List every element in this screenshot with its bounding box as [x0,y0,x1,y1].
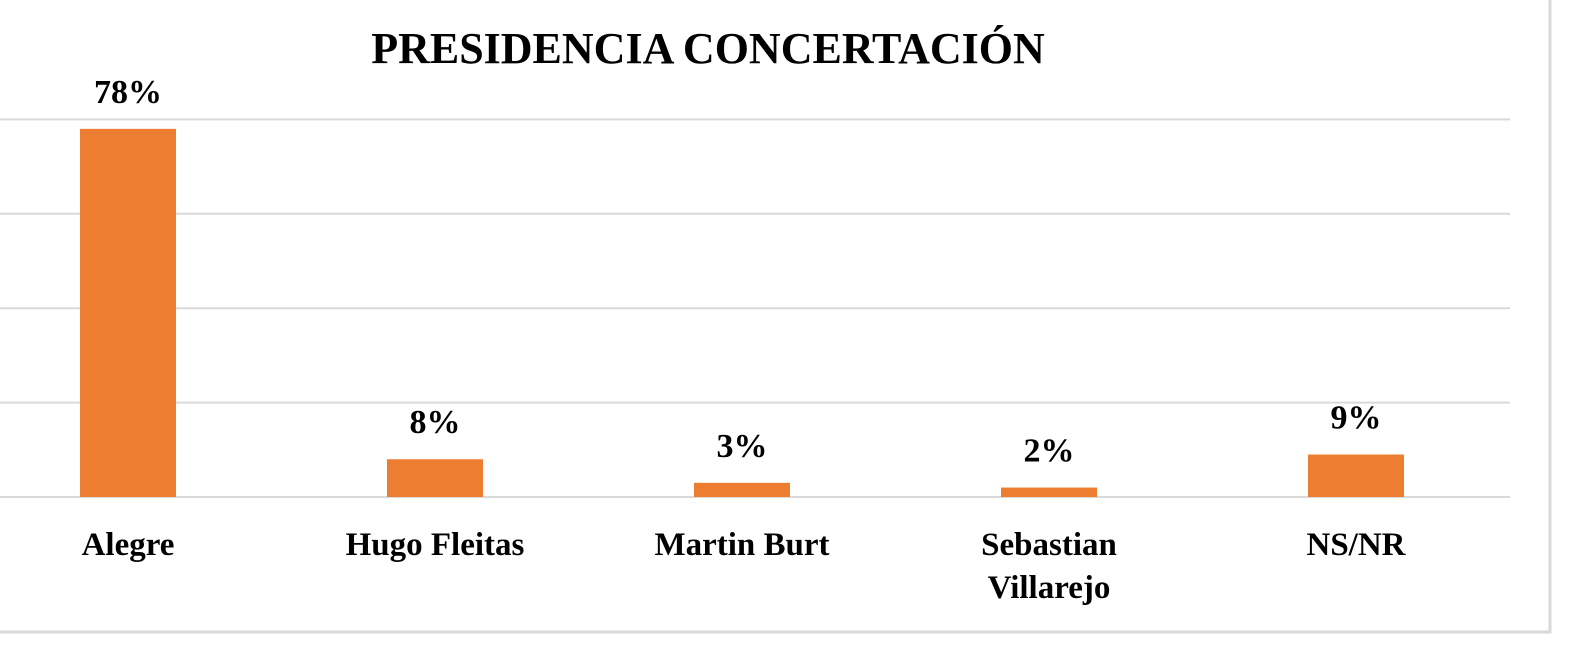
bar [80,128,176,497]
category-labels: Alegre Hugo Fleitas Martin Burt Sebastian Vi… [82,527,1407,606]
gridlines [0,118,1510,498]
data-label: 3% [717,428,768,465]
category-label: Martin Burt [654,527,829,563]
category-label: Alegre [82,527,175,563]
chart-title: PRESIDENCIA CONCERTACIÓN [371,24,1045,73]
bars [80,128,1404,497]
category-label: Sebastian Villarejo [981,527,1117,606]
bar [1001,487,1097,497]
bar [1308,454,1404,497]
chart-border [0,0,1552,634]
category-label: NS/NR [1306,527,1406,563]
bar [694,482,790,497]
data-label: 9% [1331,400,1382,437]
data-labels: 78% 8% 3% 2% 9% [94,74,1382,470]
category-label: Hugo Fleitas [346,527,525,563]
data-label: 78% [94,74,162,111]
bar [387,459,483,497]
data-label: 8% [410,404,461,441]
data-label: 2% [1024,433,1075,470]
